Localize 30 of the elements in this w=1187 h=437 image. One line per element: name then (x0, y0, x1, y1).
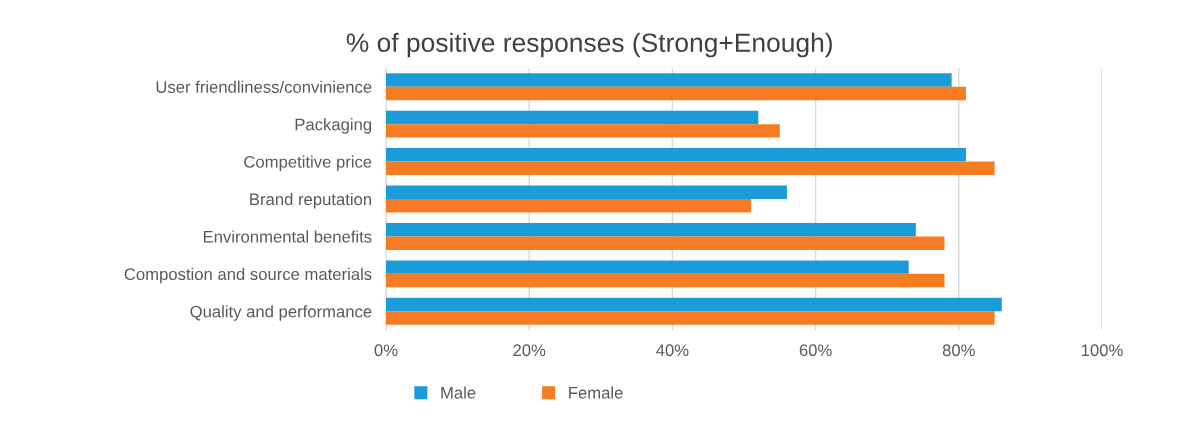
chart-title: % of positive responses (Strong+Enough) (346, 32, 832, 58)
y-tick-label: Brand reputation (250, 192, 372, 209)
bar (386, 110, 759, 125)
x-tick-label: 60% (799, 344, 832, 357)
legend-label: Male (441, 386, 476, 399)
x-tick-label: 100% (1081, 344, 1123, 357)
bar (386, 73, 952, 87)
bar (386, 124, 780, 138)
bar (386, 222, 916, 237)
bar (386, 148, 966, 162)
y-tick-label: Packaging (295, 118, 372, 134)
x-tick-label: 0% (374, 344, 398, 357)
bar (386, 260, 909, 274)
x-tick-label: 80% (942, 344, 975, 357)
bar (386, 297, 1002, 312)
y-tick-label: Competitive price (244, 155, 372, 172)
y-tick-label: Quality and performance (190, 305, 372, 321)
y-tick-label: User friendliness/convinience (156, 80, 372, 93)
bar (386, 185, 787, 199)
bar (386, 199, 752, 213)
legend-label: Female (569, 386, 623, 399)
bar (386, 161, 995, 176)
bar (386, 236, 945, 250)
x-tick-label: 20% (513, 344, 546, 357)
y-tick-label: Environmental benefits (203, 230, 372, 243)
y-tick-label: Compostion and source materials (124, 267, 372, 284)
bar (386, 311, 995, 325)
bar (386, 273, 945, 288)
bar (386, 86, 966, 101)
x-tick-label: 40% (656, 344, 689, 357)
